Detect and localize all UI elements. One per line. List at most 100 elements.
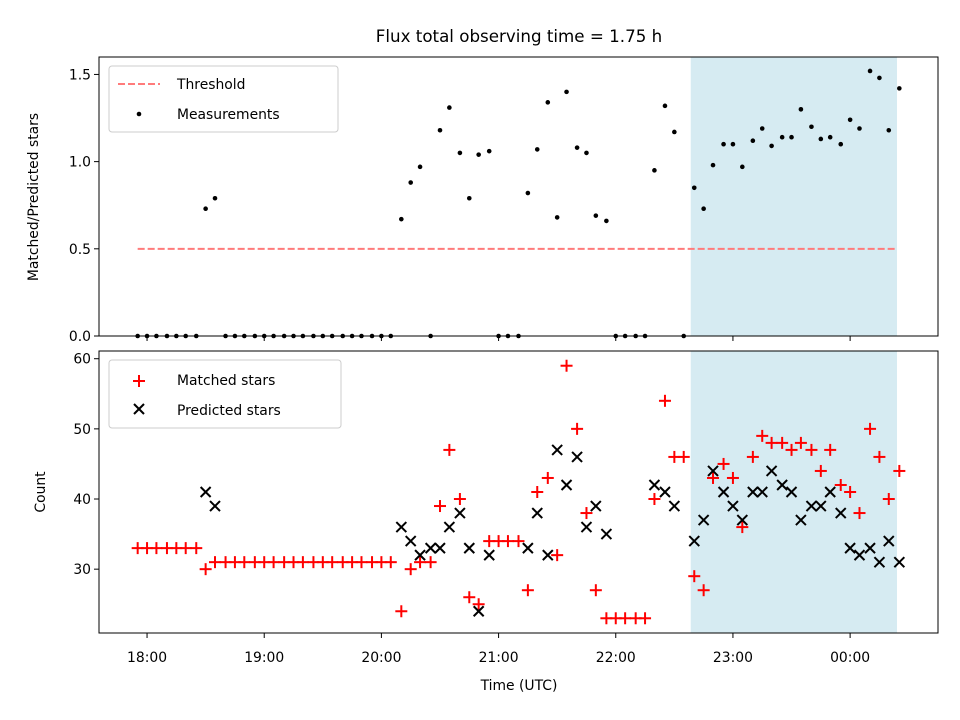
measurement-point (476, 152, 481, 157)
predicted-star-marker (776, 479, 788, 491)
measurement-point (818, 136, 824, 142)
predicted-star-marker (580, 521, 593, 533)
measurement-point (847, 117, 853, 123)
predicted-star-marker (727, 500, 739, 512)
measurement-point (759, 126, 765, 131)
count-axes-frame (98, 350, 939, 634)
x-tick-label: 23:00 (713, 650, 753, 666)
measurement-point (584, 150, 589, 156)
measurement-point (574, 145, 580, 150)
measurement-point (721, 141, 726, 147)
measurement-point (897, 86, 902, 91)
predicted-star-marker (424, 542, 437, 554)
predicted-star-marker (590, 500, 602, 512)
matched-star-marker (433, 500, 446, 513)
measurement-point (827, 134, 833, 140)
matched-star-marker (501, 535, 514, 548)
predicted-star-marker (805, 500, 818, 512)
measurement-point (730, 141, 736, 147)
measurements-legend-label: Measurements (177, 107, 280, 123)
x-tick-label: 20:00 (361, 650, 401, 666)
matched-star-marker (150, 542, 163, 555)
matched-star-marker (834, 478, 847, 491)
predicted-star-marker (434, 542, 446, 554)
measurement-point (886, 127, 892, 133)
matched-star-marker (267, 556, 280, 569)
measurement-point (750, 138, 756, 143)
predicted-star-marker (209, 500, 221, 512)
matched-star-marker (677, 450, 690, 463)
predicted-star-marker (551, 444, 563, 456)
matched-star-marker (707, 471, 720, 484)
measurement-point (857, 126, 862, 131)
predicted-star-marker (873, 556, 886, 568)
threshold-legend-label: Threshold (176, 77, 245, 93)
matched-star-marker (179, 542, 192, 555)
predicted-star-marker (443, 521, 456, 533)
observing-span-bottom (690, 351, 897, 633)
matched-star-marker (746, 450, 759, 463)
matched-star-marker (717, 457, 730, 470)
predicted-star-marker (454, 507, 466, 519)
measurement-point (447, 105, 452, 110)
matched-star-marker (443, 443, 456, 456)
matched-star-marker (541, 471, 554, 484)
predicted-star-marker (893, 556, 906, 568)
predicted-star-marker (707, 465, 719, 477)
predicted-star-marker (404, 535, 417, 547)
measurement-point (417, 164, 423, 170)
predicted-legend-label: Predicted stars (177, 403, 281, 419)
matched-star-marker (765, 436, 778, 449)
ratio-y-tick-label: 1.5 (69, 67, 91, 83)
predicted-star-marker (659, 486, 671, 498)
matched-star-marker (521, 584, 534, 597)
x-tick-label: 18:00 (127, 650, 167, 666)
measurement-point (545, 100, 551, 105)
count-legend: Matched stars Predicted stars (108, 359, 342, 429)
matched-star-marker (414, 556, 427, 569)
matched-star-marker (697, 584, 710, 597)
matched-legend-swatch (133, 375, 145, 387)
chart-title: Flux total observing time = 1.75 h (376, 26, 662, 46)
measurement-point (877, 75, 882, 81)
measurement-point (564, 89, 569, 95)
predicted-star-marker (542, 549, 554, 561)
predicted-star-marker (600, 528, 613, 540)
measurement-point (399, 216, 404, 222)
matched-star-marker (619, 612, 632, 625)
matched-star-marker (190, 542, 203, 555)
measurement-point (838, 141, 844, 147)
ratio-legend-box (108, 65, 339, 133)
count-panel: 30 40 50 60 18:00 19:00 20:00 21:00 22:00 23:00 0… (33, 350, 939, 694)
x-axis-label: Time (UTC) (480, 678, 558, 694)
predicted-star-marker (668, 500, 681, 512)
predicted-star-marker (765, 465, 778, 477)
matched-star-marker (551, 549, 564, 562)
count-legend-box (108, 359, 342, 429)
matched-star-marker (873, 450, 886, 463)
measurement-point (779, 134, 785, 140)
matched-star-marker (531, 486, 544, 498)
matched-star-marker (384, 556, 397, 569)
ratio-y-tick-label: 0.5 (69, 242, 91, 258)
x-tick-label: 00:00 (830, 650, 870, 666)
predicted-legend-swatch (133, 403, 145, 415)
matched-star-marker (560, 359, 573, 372)
matched-star-marker (882, 493, 895, 506)
measurement-point (604, 218, 609, 224)
measurement-point (691, 185, 697, 191)
matched-star-marker (209, 556, 222, 569)
predicted-star-marker (483, 549, 495, 561)
ratio-y-label: Matched/Predicted stars (26, 113, 42, 281)
matched-star-marker (326, 556, 339, 569)
predicted-star-marker (844, 542, 856, 554)
matched-star-marker (512, 535, 525, 548)
x-tick-label: 22:00 (596, 650, 636, 666)
matched-star-marker (580, 507, 593, 520)
predicted-star-marker (522, 542, 534, 554)
matched-star-marker (726, 471, 739, 484)
measurement-point (710, 162, 716, 168)
matched-star-marker (814, 464, 827, 477)
predicted-star-marker (717, 486, 730, 498)
measurement-point (662, 103, 668, 109)
